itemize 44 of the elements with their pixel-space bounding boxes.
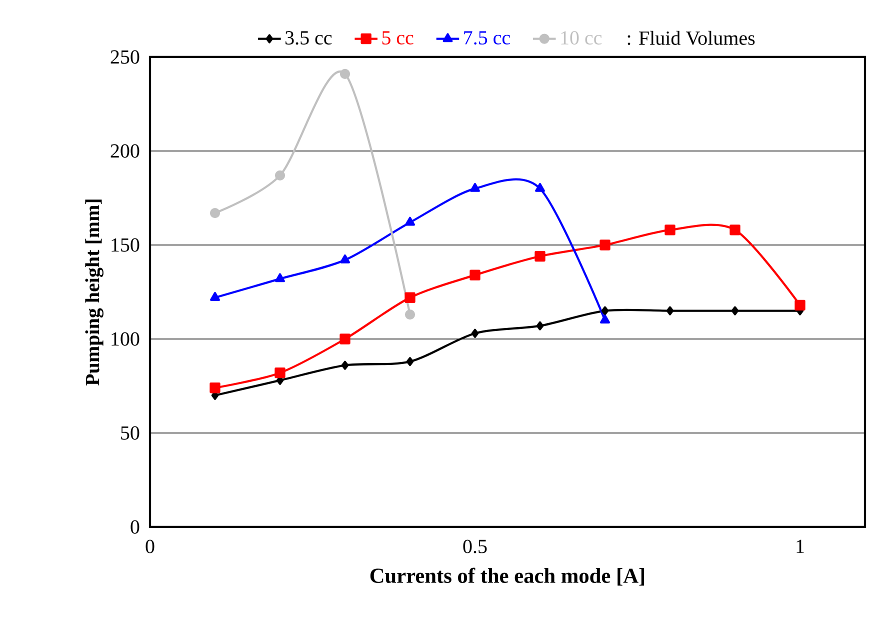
x-tick-label: 0 [146, 540, 154, 554]
y-tick-label: 100 [112, 332, 140, 346]
y-tick-label: 150 [112, 238, 140, 252]
x-tick-label: 0.5 [463, 540, 487, 554]
point [210, 208, 220, 218]
point [470, 182, 480, 192]
point [535, 182, 545, 192]
x-axis-title: Currents of the each mode [A] [370, 568, 644, 586]
point [600, 240, 610, 250]
point [730, 224, 740, 236]
y-tick-label: 200 [110, 144, 140, 158]
point [470, 270, 480, 280]
point [404, 292, 416, 303]
legend-label: 7.5 cc [464, 31, 510, 45]
point [275, 273, 286, 282]
point [666, 306, 674, 316]
point [601, 306, 609, 316]
point [794, 300, 806, 310]
legend-label: 5 cc [382, 31, 414, 44]
x-tick-label: 1 [796, 540, 804, 553]
point [404, 309, 416, 320]
point [731, 306, 739, 316]
point [471, 328, 479, 338]
legend-label: 10 cc [561, 31, 602, 45]
point [274, 170, 286, 181]
point [210, 292, 220, 301]
y-axis-title: Pumping height [mm] [85, 200, 104, 386]
point [340, 334, 350, 344]
point [664, 224, 676, 236]
legend-title: : Fluid Volumes [628, 30, 755, 45]
point [534, 250, 546, 262]
y-tick-label: 0 [130, 520, 140, 534]
point [600, 314, 610, 324]
point [210, 382, 220, 394]
point [340, 254, 350, 264]
y-tick-label: 50 [121, 426, 140, 440]
point [274, 367, 286, 378]
point [536, 321, 544, 330]
point [340, 68, 350, 79]
point [405, 216, 415, 226]
point [341, 360, 349, 370]
point [406, 357, 414, 366]
legend-label: 3.5 cc [286, 31, 332, 45]
y-tick-label: 250 [110, 50, 140, 64]
